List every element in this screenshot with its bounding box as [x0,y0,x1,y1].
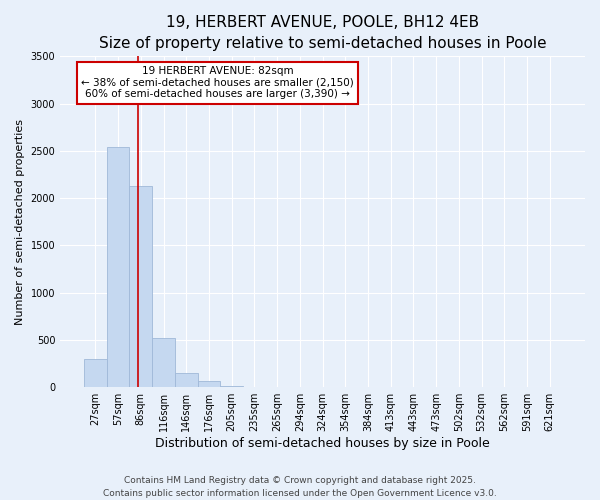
Bar [197,381,220,387]
Bar [84,359,107,387]
Bar [152,338,175,387]
Text: Contains HM Land Registry data © Crown copyright and database right 2025.
Contai: Contains HM Land Registry data © Crown c… [103,476,497,498]
Bar [130,186,152,387]
Bar [175,373,197,387]
Title: 19, HERBERT AVENUE, POOLE, BH12 4EB
Size of property relative to semi-detached h: 19, HERBERT AVENUE, POOLE, BH12 4EB Size… [99,15,547,51]
X-axis label: Distribution of semi-detached houses by size in Poole: Distribution of semi-detached houses by … [155,437,490,450]
Text: 19 HERBERT AVENUE: 82sqm
← 38% of semi-detached houses are smaller (2,150)
60% o: 19 HERBERT AVENUE: 82sqm ← 38% of semi-d… [81,66,354,100]
Bar [107,147,130,387]
Y-axis label: Number of semi-detached properties: Number of semi-detached properties [15,119,25,325]
Bar [220,386,243,387]
